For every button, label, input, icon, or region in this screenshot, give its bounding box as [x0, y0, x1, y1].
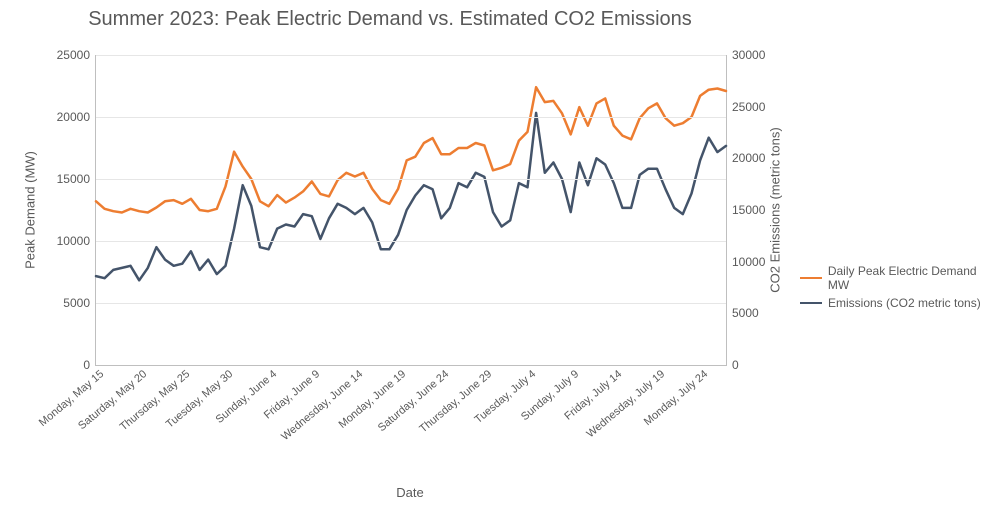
- gridline: [96, 117, 726, 118]
- y1-tick-label: 10000: [57, 234, 96, 248]
- chart-title: Summer 2023: Peak Electric Demand vs. Es…: [0, 8, 780, 31]
- gridline: [96, 55, 726, 56]
- gridline: [96, 303, 726, 304]
- y1-tick-label: 20000: [57, 110, 96, 124]
- gridline: [96, 241, 726, 242]
- y2-tick-label: 15000: [726, 203, 765, 217]
- plot-area: 0500010000150002000025000050001000015000…: [95, 55, 727, 366]
- y2-tick-label: 25000: [726, 100, 765, 114]
- legend-item: Daily Peak Electric Demand MW: [800, 264, 1000, 292]
- y2-tick-label: 30000: [726, 48, 765, 62]
- legend-item: Emissions (CO2 metric tons): [800, 296, 1000, 310]
- y1-tick-label: 15000: [57, 172, 96, 186]
- legend-swatch: [800, 302, 822, 304]
- line-series-svg: [96, 55, 726, 365]
- y2-tick-label: 20000: [726, 151, 765, 165]
- y1-tick-label: 5000: [63, 296, 96, 310]
- y2-tick-label: 0: [726, 358, 739, 372]
- gridline: [96, 179, 726, 180]
- y2-tick-label: 5000: [726, 306, 759, 320]
- legend-label: Daily Peak Electric Demand MW: [828, 264, 1000, 292]
- series-line: [96, 87, 726, 212]
- chart-legend: Daily Peak Electric Demand MW Emissions …: [800, 260, 1000, 314]
- y2-tick-label: 10000: [726, 255, 765, 269]
- y2-axis-label: CO2 Emissions (metric tons): [768, 127, 783, 292]
- y1-axis-label: Peak Demand (MW): [23, 151, 38, 269]
- y1-tick-label: 25000: [57, 48, 96, 62]
- x-axis-label: Date: [95, 485, 725, 500]
- legend-swatch: [800, 277, 822, 279]
- legend-label: Emissions (CO2 metric tons): [828, 296, 981, 310]
- chart-container: Summer 2023: Peak Electric Demand vs. Es…: [0, 0, 1000, 527]
